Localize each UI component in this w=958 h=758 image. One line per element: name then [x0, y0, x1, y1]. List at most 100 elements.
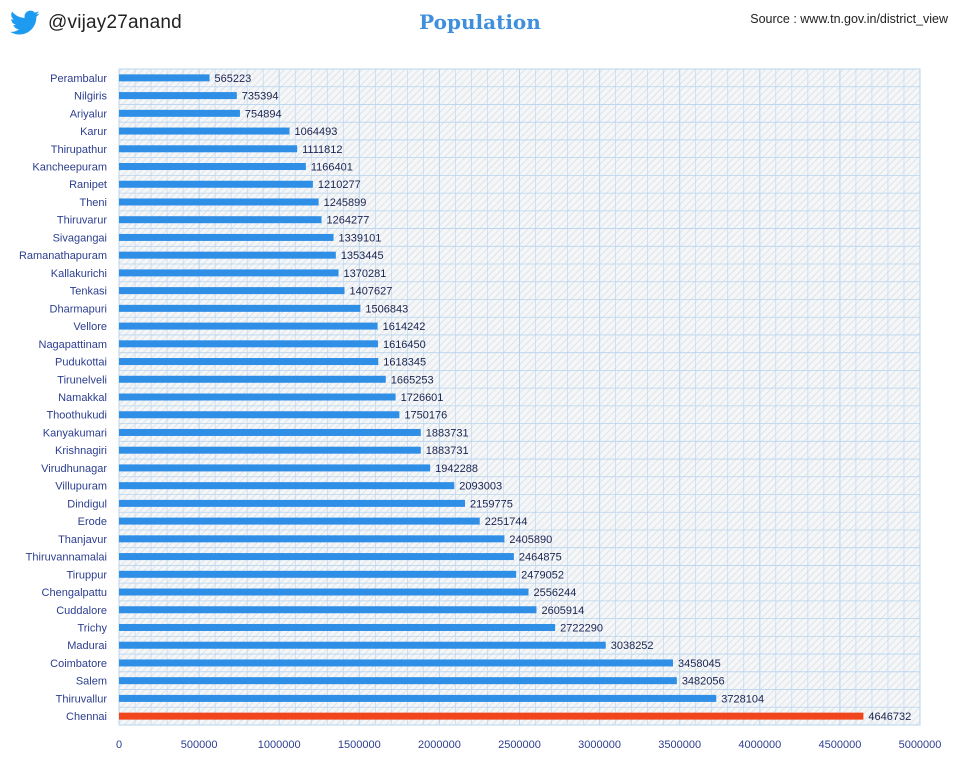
category-label-theni: Theni	[79, 197, 107, 209]
category-label-erode: Erode	[78, 516, 107, 528]
bar-kanyakumari[interactable]	[119, 428, 421, 436]
category-label-kancheepuram: Kancheepuram	[32, 162, 107, 174]
bar-kancheepuram[interactable]	[119, 163, 306, 171]
bar-vellore[interactable]	[119, 322, 378, 330]
bar-ariyalur[interactable]	[119, 109, 240, 117]
category-label-kallakurichi: Kallakurichi	[51, 268, 107, 280]
bar-erode[interactable]	[119, 517, 480, 525]
value-label-thiruvallur: 3728104	[721, 693, 764, 705]
value-label-dindigul: 2159775	[470, 498, 513, 510]
category-label-trichy: Trichy	[77, 622, 107, 634]
bar-karur[interactable]	[119, 127, 290, 135]
value-label-nagapattinam: 1616450	[383, 339, 426, 351]
category-label-namakkal: Namakkal	[58, 392, 107, 404]
bar-villupuram[interactable]	[119, 482, 455, 490]
value-label-salem: 3482056	[682, 676, 725, 688]
value-label-karur: 1064493	[295, 126, 338, 138]
category-labels: Perambalur Nilgiris Ariyalur Karur Thirupath…	[19, 73, 108, 723]
handle-text: @vijay27anand	[48, 12, 182, 33]
twitter-bird-icon	[10, 10, 40, 35]
category-label-chengalpattu: Chengalpattu	[42, 587, 107, 599]
value-label-tenkasi: 1407627	[350, 286, 393, 298]
value-label-kallakurichi: 1370281	[344, 268, 387, 280]
chart-title: Population	[419, 10, 541, 34]
bar-salem[interactable]	[119, 677, 677, 685]
x-tick-label: 1500000	[338, 739, 381, 751]
category-label-salem: Salem	[76, 676, 107, 688]
value-label-villupuram: 2093003	[459, 481, 502, 493]
category-label-tiruppur: Tiruppur	[66, 569, 107, 581]
bar-sivagangai[interactable]	[119, 233, 334, 241]
category-label-tirunelveli: Tirunelveli	[57, 374, 107, 386]
source-note: Source : www.tn.gov.in/district_view	[750, 12, 948, 26]
bar-nilgiris[interactable]	[119, 92, 237, 100]
value-label-vellore: 1614242	[383, 321, 426, 333]
category-label-madurai: Madurai	[67, 640, 107, 652]
author-handle[interactable]: @vijay27anand	[10, 6, 182, 40]
category-label-villupuram: Villupuram	[55, 481, 107, 493]
value-label-ariyalur: 754894	[245, 108, 282, 120]
bar-madurai[interactable]	[119, 641, 606, 649]
bar-coimbatore[interactable]	[119, 659, 673, 667]
bar-cuddalore[interactable]	[119, 606, 537, 614]
category-label-virudhunagar: Virudhunagar	[41, 463, 107, 475]
x-tick-label: 3500000	[658, 739, 701, 751]
category-label-ranipet: Ranipet	[69, 179, 107, 191]
bar-tenkasi[interactable]	[119, 287, 345, 295]
bar-chennai[interactable]	[119, 712, 864, 720]
bar-kallakurichi[interactable]	[119, 269, 339, 277]
x-tick-labels: 0 500000 1000000 1500000 2000000 2500000 30000…	[116, 739, 941, 751]
bar-thirupathur[interactable]	[119, 145, 298, 153]
category-label-vellore: Vellore	[73, 321, 107, 333]
value-label-thirupathur: 1111812	[302, 144, 342, 156]
bar-tiruppur[interactable]	[119, 570, 517, 578]
bar-thiruvannamalai[interactable]	[119, 553, 514, 561]
bar-perambalur[interactable]	[119, 74, 210, 82]
bar-thanjavur[interactable]	[119, 535, 505, 543]
category-label-thiruvallur: Thiruvallur	[56, 693, 108, 705]
bar-namakkal[interactable]	[119, 393, 396, 401]
value-label-nilgiris: 735394	[242, 91, 279, 103]
bar-theni[interactable]	[119, 198, 319, 206]
category-label-dindigul: Dindigul	[67, 498, 107, 510]
bar-krishnagiri[interactable]	[119, 446, 421, 454]
value-label-cuddalore: 2605914	[541, 605, 584, 617]
category-label-chennai: Chennai	[66, 711, 107, 723]
x-tick-label: 4500000	[818, 739, 861, 751]
value-label-kancheepuram: 1166401	[311, 162, 353, 174]
bar-pudukottai[interactable]	[119, 358, 379, 366]
bar-trichy[interactable]	[119, 623, 556, 631]
category-label-kanyakumari: Kanyakumari	[43, 427, 107, 439]
value-labels: 565223 735394 754894 1064493 1111812 1166401 1…	[215, 73, 912, 723]
x-tick-label: 3000000	[578, 739, 621, 751]
value-label-ranipet: 1210277	[318, 179, 361, 191]
value-label-chennai: 4646732	[868, 711, 911, 723]
bar-virudhunagar[interactable]	[119, 464, 431, 472]
bar-dindigul[interactable]	[119, 499, 465, 507]
category-label-krishnagiri: Krishnagiri	[55, 445, 107, 457]
bar-thiruvarur[interactable]	[119, 216, 322, 224]
bar-thiruvallur[interactable]	[119, 694, 717, 702]
value-label-thiruvannamalai: 2464875	[519, 552, 562, 564]
bar-nagapattinam[interactable]	[119, 340, 378, 348]
x-tick-label: 2000000	[418, 739, 461, 751]
value-label-chengalpattu: 2556244	[534, 587, 577, 599]
x-tick-label: 1000000	[258, 739, 301, 751]
x-tick-label: 5000000	[899, 739, 942, 751]
bars-group	[119, 74, 864, 720]
bar-dharmapuri[interactable]	[119, 304, 361, 312]
category-label-sivagangai: Sivagangai	[53, 232, 107, 244]
bar-ranipet[interactable]	[119, 180, 313, 188]
x-tick-label: 2500000	[498, 739, 541, 751]
category-label-thiruvarur: Thiruvarur	[57, 215, 107, 227]
bar-thoothukudi[interactable]	[119, 411, 400, 419]
category-label-thirupathur: Thirupathur	[51, 144, 108, 156]
category-label-karur: Karur	[80, 126, 107, 138]
bar-ramanathapuram[interactable]	[119, 251, 336, 259]
value-label-ramanathapuram: 1353445	[341, 250, 384, 262]
bar-chengalpattu[interactable]	[119, 588, 529, 596]
bar-tirunelveli[interactable]	[119, 375, 386, 383]
category-label-thoothukudi: Thoothukudi	[46, 410, 107, 422]
value-label-theni: 1245899	[324, 197, 367, 209]
category-label-thanjavur: Thanjavur	[58, 534, 107, 546]
